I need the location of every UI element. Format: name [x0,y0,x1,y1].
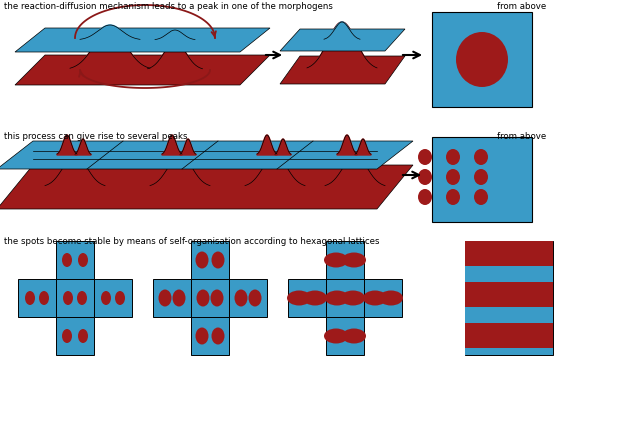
Bar [288,279,326,317]
Text: this process can give rise to several peaks: this process can give rise to several pe… [4,132,188,141]
Ellipse shape [39,291,49,305]
Ellipse shape [212,328,224,345]
Bar [432,137,532,222]
Polygon shape [15,28,270,52]
Polygon shape [245,155,305,187]
Bar [191,279,229,317]
Polygon shape [355,139,371,155]
Polygon shape [45,155,105,187]
Ellipse shape [474,169,488,185]
Ellipse shape [456,32,508,87]
Ellipse shape [195,252,208,269]
Ellipse shape [212,252,224,269]
Ellipse shape [324,252,348,267]
Ellipse shape [210,289,224,306]
Bar [56,279,94,317]
Ellipse shape [62,253,72,267]
Polygon shape [180,139,196,155]
Ellipse shape [234,289,247,306]
Ellipse shape [249,289,261,306]
Bar [465,241,553,355]
Bar [326,279,364,317]
Ellipse shape [62,329,72,343]
Polygon shape [80,25,140,40]
Ellipse shape [101,291,111,305]
Polygon shape [162,135,182,155]
Bar [432,12,532,107]
Ellipse shape [446,189,460,205]
Polygon shape [57,135,77,155]
Ellipse shape [474,149,488,165]
Ellipse shape [287,291,311,306]
Polygon shape [15,55,270,85]
Bar [364,279,402,317]
Ellipse shape [325,291,349,306]
Bar [326,241,364,279]
Ellipse shape [78,253,88,267]
Bar [56,241,94,279]
Polygon shape [150,155,210,187]
Ellipse shape [78,329,88,343]
Polygon shape [75,139,91,155]
Bar [18,279,56,317]
Bar [465,241,553,266]
Ellipse shape [418,189,432,205]
Ellipse shape [342,329,366,343]
Polygon shape [280,56,405,84]
Ellipse shape [418,149,432,165]
Ellipse shape [195,328,208,345]
Ellipse shape [446,149,460,165]
Ellipse shape [324,329,348,343]
Bar [56,317,94,355]
Polygon shape [257,135,277,155]
Polygon shape [325,155,385,187]
Polygon shape [275,139,291,155]
Bar [94,279,132,317]
Ellipse shape [418,169,432,185]
Bar [191,241,229,279]
Ellipse shape [197,289,210,306]
Ellipse shape [379,291,403,306]
Bar [465,282,553,307]
Ellipse shape [341,291,365,306]
Ellipse shape [77,291,87,305]
Polygon shape [0,165,413,209]
Polygon shape [337,135,357,155]
Ellipse shape [25,291,35,305]
Ellipse shape [303,291,327,306]
Ellipse shape [63,291,73,305]
Ellipse shape [342,252,366,267]
Bar [465,307,553,323]
Polygon shape [155,30,195,40]
Ellipse shape [115,291,125,305]
Polygon shape [280,29,405,51]
Bar [465,348,553,355]
Ellipse shape [363,291,387,306]
Ellipse shape [474,189,488,205]
Bar [465,323,553,348]
Polygon shape [0,141,413,169]
Text: the spots become stable by means of self-organisation according to hexagonal lat: the spots become stable by means of self… [4,237,379,246]
Bar [229,279,267,317]
Ellipse shape [173,289,185,306]
Text: from above: from above [497,132,546,141]
Ellipse shape [446,169,460,185]
Bar [465,266,553,282]
Ellipse shape [158,289,171,306]
Polygon shape [307,22,377,70]
Bar [153,279,191,317]
Text: the reaction-diffusion mechanism leads to a peak in one of the morphogens: the reaction-diffusion mechanism leads t… [4,2,333,11]
Text: from above: from above [497,2,546,11]
Bar [191,317,229,355]
Bar [326,317,364,355]
Polygon shape [148,42,202,70]
Polygon shape [70,30,150,70]
Polygon shape [324,22,360,40]
